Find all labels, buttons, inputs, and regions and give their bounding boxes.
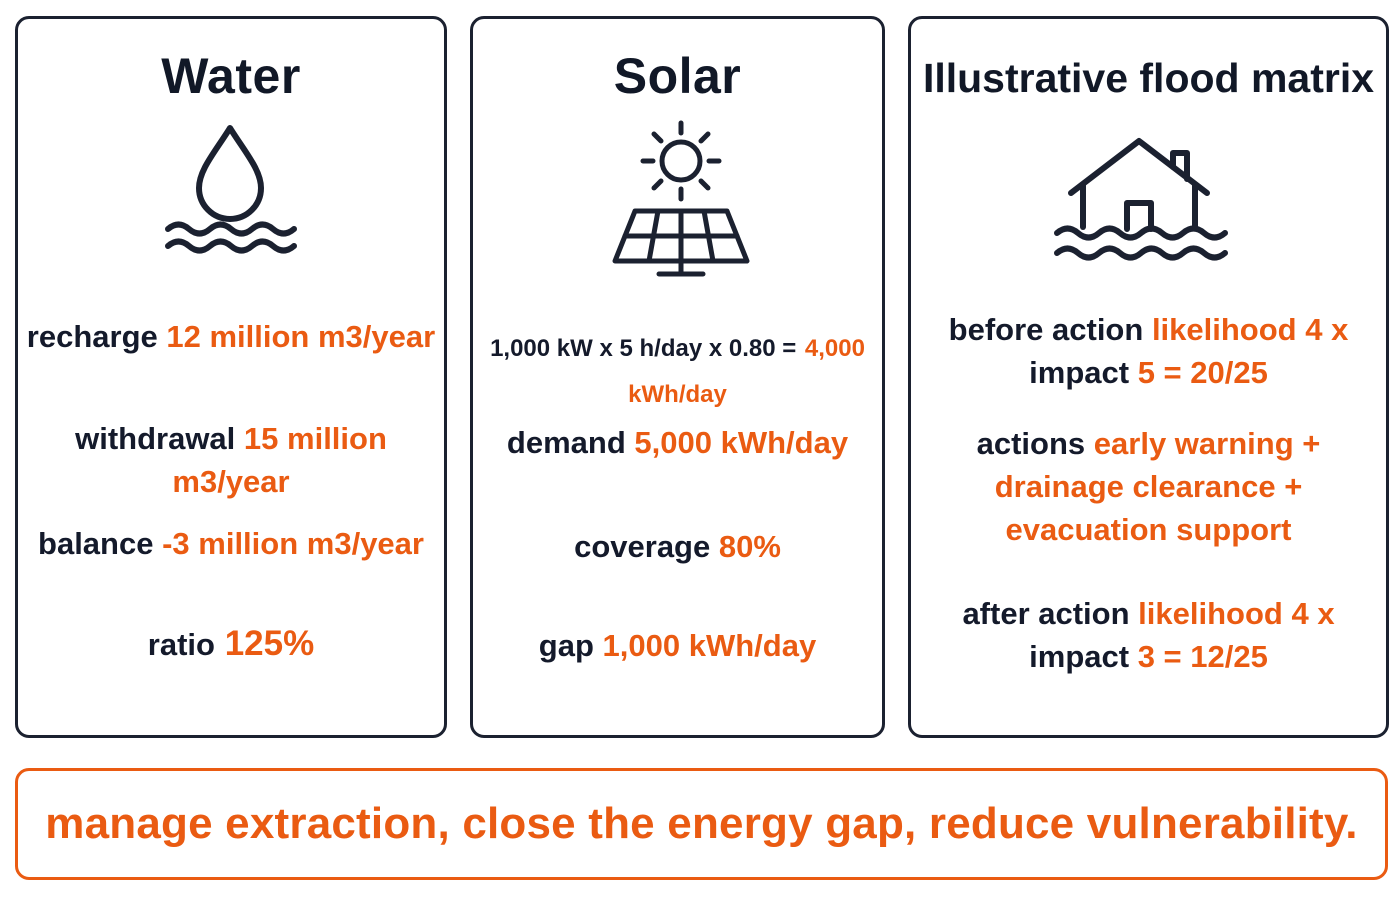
ratio-row: ratio 125% xyxy=(18,622,444,666)
coverage-label: coverage xyxy=(574,529,711,564)
sun-solar-panel-icon xyxy=(612,120,750,277)
actions-line-2: drainage clearance + xyxy=(994,469,1303,504)
after-impact-value: 3 = 12/25 xyxy=(1137,639,1268,674)
after-action-row: after action likelihood 4 x impact 3 = 1… xyxy=(911,592,1386,678)
flood-matrix-card: Illustrative flood matrix before action … xyxy=(908,16,1389,738)
flooded-house-icon xyxy=(1054,138,1228,261)
solar-formula-value: 4,000 kWh/day xyxy=(628,335,865,408)
flood-title: Illustrative flood matrix xyxy=(922,55,1375,101)
gap-label: gap xyxy=(538,628,594,663)
actions-label: actions xyxy=(976,426,1086,461)
solar-card: Solar 1,000 kW x 5 h/day x 0.80 = 4,000 … xyxy=(470,16,885,738)
balance-value: -3 million m3/year xyxy=(162,526,424,561)
recharge-value: 12 million m3/year xyxy=(166,319,436,354)
withdrawal-label: withdrawal xyxy=(75,421,236,456)
solar-title: Solar xyxy=(613,48,742,104)
recharge-label: recharge xyxy=(26,319,158,354)
demand-label: demand xyxy=(506,425,626,460)
actions-row: actions early warning + drainage clearan… xyxy=(911,422,1386,551)
ratio-value: 125% xyxy=(224,624,315,663)
after-impact-label: impact xyxy=(1029,639,1130,674)
actions-line-1: early warning + xyxy=(1093,426,1321,461)
solar-formula-row: 1,000 kW x 5 h/day x 0.80 = 4,000 kWh/da… xyxy=(473,324,882,416)
gap-value: 1,000 kWh/day xyxy=(602,628,817,663)
before-action-row: before action likelihood 4 x impact 5 = … xyxy=(911,308,1386,394)
before-impact-label: impact xyxy=(1029,355,1130,390)
demand-row: demand 5,000 kWh/day xyxy=(473,421,882,464)
balance-label: balance xyxy=(38,526,154,561)
summary-banner: manage extraction, close the energy gap,… xyxy=(15,768,1388,880)
recharge-row: recharge 12 million m3/year xyxy=(18,315,444,358)
before-impact-value: 5 = 20/25 xyxy=(1137,355,1268,390)
solar-formula-label: 1,000 kW x 5 h/day x 0.80 = xyxy=(490,335,797,362)
gap-row: gap 1,000 kWh/day xyxy=(473,624,882,667)
water-card: Water recharge 12 million m3/year withdr… xyxy=(15,16,447,738)
balance-row: balance -3 million m3/year xyxy=(18,522,444,565)
actions-line-3: evacuation support xyxy=(1005,512,1292,547)
coverage-value: 80% xyxy=(718,529,781,564)
before-action-label: before action xyxy=(948,312,1144,347)
withdrawal-row: withdrawal 15 million m3/year xyxy=(18,417,444,503)
summary-banner-text: manage extraction, close the energy gap,… xyxy=(45,799,1358,848)
water-title: Water xyxy=(161,48,301,104)
before-likelihood: likelihood 4 x xyxy=(1151,312,1349,347)
after-likelihood: likelihood 4 x xyxy=(1138,596,1335,631)
water-drop-waves-icon xyxy=(165,125,297,254)
after-action-label: after action xyxy=(962,596,1130,631)
ratio-label: ratio xyxy=(147,627,215,662)
coverage-row: coverage 80% xyxy=(473,525,882,568)
withdrawal-value: 15 million m3/year xyxy=(172,421,387,499)
demand-value: 5,000 kWh/day xyxy=(634,425,849,460)
